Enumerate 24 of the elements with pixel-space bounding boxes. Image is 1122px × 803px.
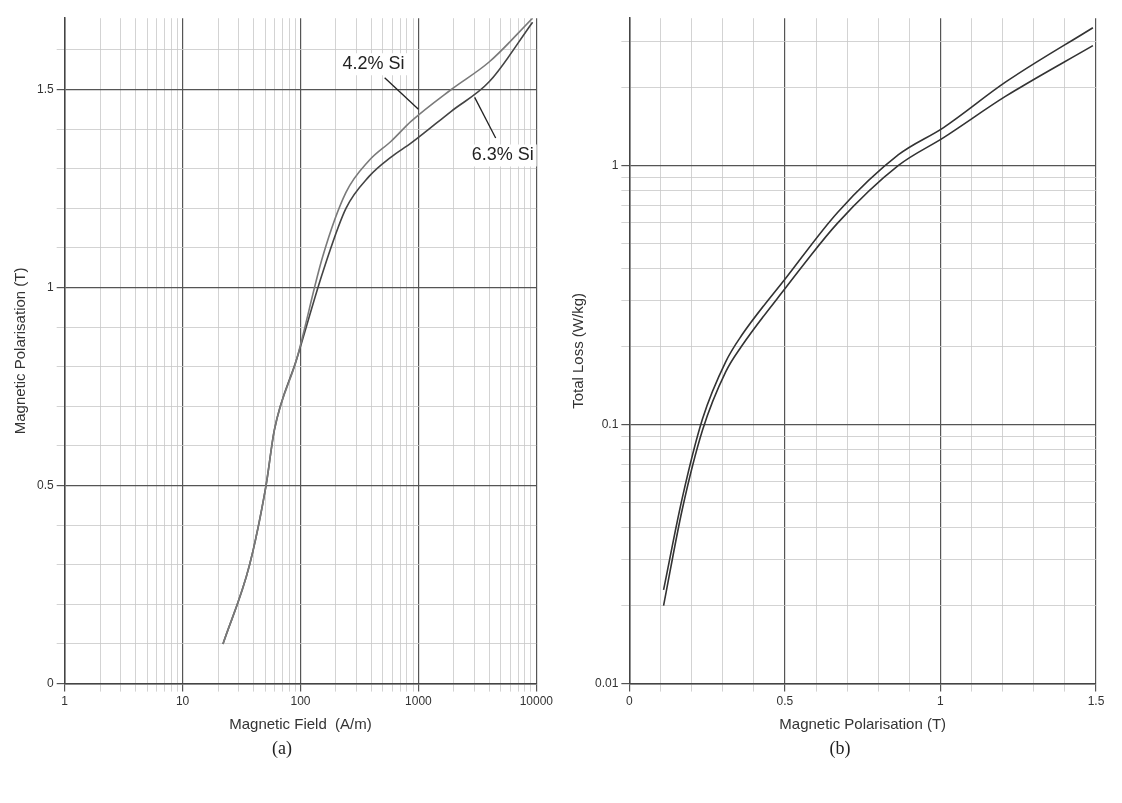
x-tick-label: 0.5 <box>776 694 794 709</box>
y-tick-label: 0.01 <box>595 675 619 690</box>
x-tick-label: 1.5 <box>1087 694 1105 709</box>
y-tick-label: 1.5 <box>36 81 54 96</box>
y-tick-label: 0.5 <box>36 477 54 492</box>
x-axis-title: Magnetic Polarisation (T) <box>779 715 947 733</box>
x-tick-label: 0 <box>626 694 634 709</box>
y-axis-title: Magnetic Polarisation (T) <box>11 267 29 435</box>
y-tick-label: 0 <box>46 675 54 690</box>
y-tick-label: 0.1 <box>601 416 619 431</box>
annotation: 6.3% Si <box>471 144 534 165</box>
x-tick-label: 1 <box>937 694 945 709</box>
x-tick-label: 10000 <box>519 694 554 709</box>
x-axis-title: Magnetic Field (A/m) <box>229 715 372 733</box>
y-axis-title: Total Loss (W/kg) <box>569 292 587 409</box>
text: (a) <box>272 738 292 759</box>
text: (b) <box>829 738 851 759</box>
x-tick-label: 1000 <box>405 694 433 709</box>
x-tick-label: 10 <box>175 694 190 709</box>
x-tick-label: 100 <box>290 694 311 709</box>
x-tick-label: 1 <box>61 694 69 709</box>
y-tick-label: 1 <box>611 157 619 172</box>
annotation: 4.2% Si <box>342 53 405 74</box>
y-tick-label: 1 <box>46 279 54 294</box>
